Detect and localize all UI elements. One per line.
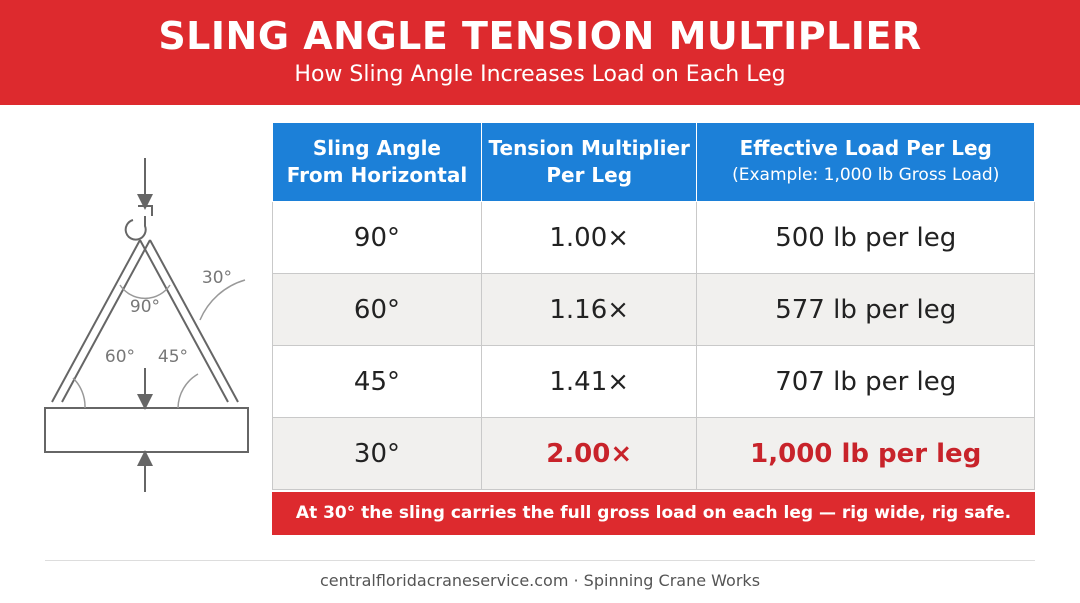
column-header: Sling Angle From Horizontal xyxy=(272,122,482,202)
header-line: Sling Angle xyxy=(312,136,441,160)
tension-table: Sling Angle From Horizontal Tension Multip… xyxy=(272,122,1035,490)
table-row: 90° 1.00× 500 lb per leg xyxy=(272,201,1035,274)
table-row: 60° 1.16× 577 lb per leg xyxy=(272,273,1035,346)
divider xyxy=(45,560,1035,561)
callout: At 30° the sling carries the full gross … xyxy=(272,492,1035,535)
table-cell: 1.16× xyxy=(480,273,698,346)
header-line: Tension Multiplier xyxy=(488,136,690,160)
table-cell: 500 lb per leg xyxy=(696,201,1035,274)
angle-label: 45° xyxy=(158,347,188,367)
table-row: 45° 1.41× 707 lb per leg xyxy=(272,345,1035,418)
footer: centralfloridacraneservice.com · Spinnin… xyxy=(319,571,761,590)
header-line: (Example: 1,000 lb Gross Load) xyxy=(732,165,1000,185)
table-cell: 60° xyxy=(272,273,482,346)
sling-diagram: 90° 60° 45° 30° xyxy=(44,158,249,492)
table-cell: 1,000 lb per leg xyxy=(696,417,1035,490)
table-cell: 2.00× xyxy=(480,417,698,490)
header: SLING ANGLE TENSION MULTIPLIER How Sling… xyxy=(0,0,1080,105)
table-cell: 1.00× xyxy=(480,201,698,274)
header-line: Effective Load Per Leg xyxy=(739,136,992,160)
table-cell: 90° xyxy=(272,201,482,274)
table-cell: 577 lb per leg xyxy=(696,273,1035,346)
title: SLING ANGLE TENSION MULTIPLIER xyxy=(158,14,922,58)
angle-label: 90° xyxy=(130,297,160,317)
table-row: 30° 2.00× 1,000 lb per leg xyxy=(272,417,1035,490)
column-header: Tension Multiplier Per Leg xyxy=(480,122,698,202)
header-line: Per Leg xyxy=(546,163,633,187)
table-cell: 30° xyxy=(272,417,482,490)
angle-label: 30° xyxy=(202,268,232,288)
table-cell: 1.41× xyxy=(480,345,698,418)
table-cell: 707 lb per leg xyxy=(696,345,1035,418)
angle-label: 60° xyxy=(105,347,135,367)
column-header: Effective Load Per Leg (Example: 1,000 lb… xyxy=(696,122,1035,202)
subtitle: How Sling Angle Increases Load on Each L… xyxy=(294,62,786,87)
header-line: From Horizontal xyxy=(286,163,468,187)
table-cell: 45° xyxy=(272,345,482,418)
